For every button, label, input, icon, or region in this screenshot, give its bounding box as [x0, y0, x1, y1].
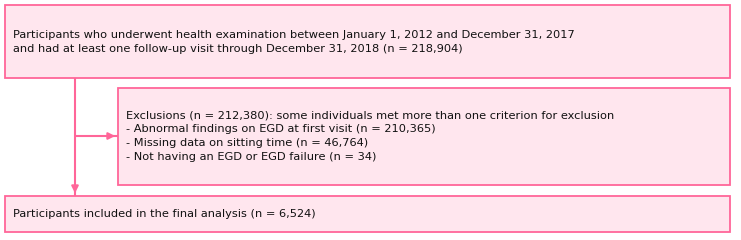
Bar	[5, 196, 730, 232]
Text: Exclusions (n = 212,380): some individuals met more than one criterion for exclu: Exclusions (n = 212,380): some individua…	[126, 110, 614, 162]
Bar	[118, 88, 730, 185]
Bar	[5, 5, 730, 78]
Text: Participants who underwent health examination between January 1, 2012 and Decemb: Participants who underwent health examin…	[13, 30, 575, 54]
Text: Participants included in the final analysis (n = 6,524): Participants included in the final analy…	[13, 209, 316, 219]
